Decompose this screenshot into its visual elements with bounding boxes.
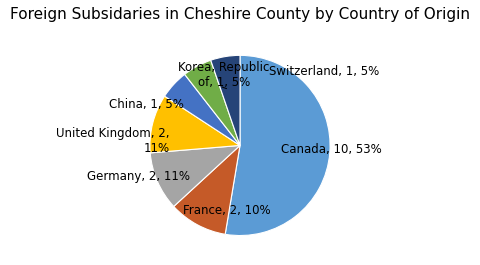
Wedge shape	[211, 55, 240, 145]
Text: United Kingdom, 2,
11%: United Kingdom, 2, 11%	[56, 127, 170, 155]
Text: Switzerland, 1, 5%: Switzerland, 1, 5%	[269, 65, 379, 78]
Text: China, 1, 5%: China, 1, 5%	[109, 98, 184, 111]
Text: Korea, Republic
of, 1, 5%: Korea, Republic of, 1, 5%	[178, 61, 269, 89]
Wedge shape	[174, 145, 240, 234]
Wedge shape	[150, 145, 240, 206]
Wedge shape	[165, 74, 240, 145]
Wedge shape	[225, 55, 330, 236]
Title: Foreign Subsidaries in Cheshire County by Country of Origin: Foreign Subsidaries in Cheshire County b…	[10, 7, 470, 22]
Text: Germany, 2, 11%: Germany, 2, 11%	[87, 170, 191, 183]
Wedge shape	[185, 60, 240, 145]
Wedge shape	[150, 96, 240, 153]
Text: Canada, 10, 53%: Canada, 10, 53%	[280, 143, 381, 156]
Text: France, 2, 10%: France, 2, 10%	[183, 204, 270, 217]
